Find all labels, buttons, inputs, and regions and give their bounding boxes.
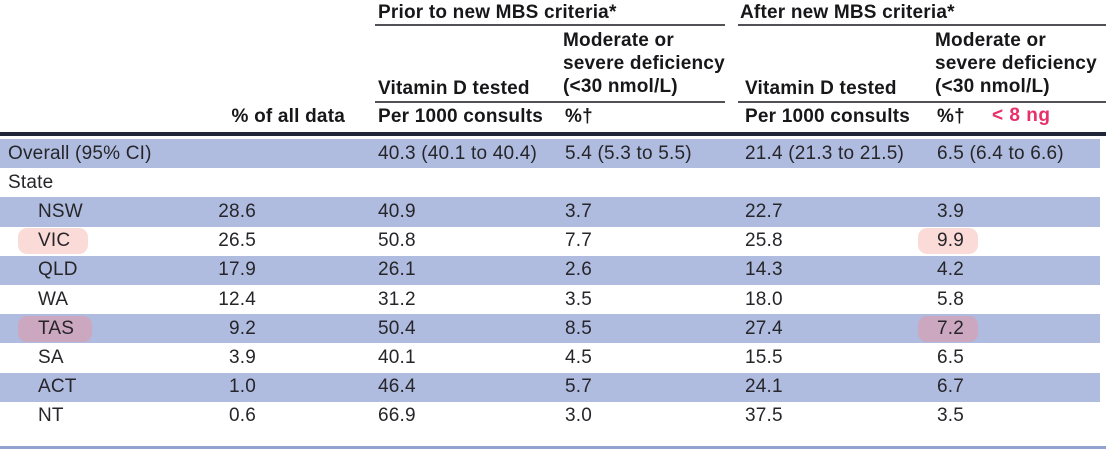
row-label-highlighted: TAS bbox=[18, 315, 93, 342]
header-per-1000-consults-after: Per 1000 consults bbox=[745, 106, 910, 127]
header-vitamin-d-tested-after: Vitamin D tested bbox=[745, 78, 897, 99]
table-row-nt: NT 0.6 66.9 3.0 37.5 3.5 bbox=[0, 402, 1109, 431]
cell-after-pct: 6.7 bbox=[937, 376, 965, 398]
cell-after-pct: 6.5 (6.4 to 6.6) bbox=[937, 142, 1064, 164]
header-deficiency-after-line2: severe deficiency bbox=[935, 53, 1097, 74]
table-row-nsw: NSW 28.6 40.9 3.7 22.7 3.9 bbox=[0, 197, 1109, 227]
header-deficiency-after-line1: Moderate or bbox=[935, 30, 1046, 51]
table-row-state-section: State bbox=[0, 168, 1109, 197]
cell-prior-pct: 5.4 (5.3 to 5.5) bbox=[565, 142, 692, 164]
cell-after-pct: 5.8 bbox=[937, 288, 965, 310]
header-vitamin-d-tested-prior: Vitamin D tested bbox=[378, 78, 530, 99]
header-pct-dagger-prior: %† bbox=[565, 106, 593, 127]
header-pct-dagger-after: %† bbox=[937, 106, 965, 127]
cell-pct-of-all-data: 1.0 bbox=[228, 376, 256, 398]
cell-after-rate: 21.4 (21.3 to 21.5) bbox=[745, 142, 905, 164]
cell-after-rate: 14.3 bbox=[745, 259, 783, 281]
row-label-highlighted: VIC bbox=[18, 228, 89, 255]
cell-prior-rate: 40.9 bbox=[378, 200, 416, 222]
cell-after-pct: 6.5 bbox=[937, 346, 965, 368]
cell-prior-pct: 4.5 bbox=[565, 346, 593, 368]
header-deficiency-prior-line1: Moderate or bbox=[563, 30, 674, 51]
table-row-sa: SA 3.9 40.1 4.5 15.5 6.5 bbox=[0, 343, 1109, 372]
table-body: Overall (95% CI) 40.3 (40.1 to 40.4) 5.4… bbox=[0, 139, 1109, 431]
header-deficiency-prior-line3: (<30 nmol/L) bbox=[563, 76, 678, 97]
cell-after-pct: 4.2 bbox=[937, 259, 965, 281]
table-row-tas: TAS 9.2 50.4 8.5 27.4 7.2 bbox=[0, 314, 1109, 344]
cell-prior-rate: 50.4 bbox=[378, 317, 416, 339]
cell-prior-rate: 26.1 bbox=[378, 259, 416, 281]
cell-prior-rate: 31.2 bbox=[378, 288, 416, 310]
cell-prior-pct: 5.7 bbox=[565, 376, 593, 398]
row-label: Overall (95% CI) bbox=[8, 142, 152, 164]
cell-after-pct: 3.5 bbox=[937, 405, 965, 427]
header-deficiency-after: Moderate or severe deficiency (<30 nmol/… bbox=[935, 29, 1109, 98]
cell-after-rate: 18.0 bbox=[745, 288, 783, 310]
table-row-overall: Overall (95% CI) 40.3 (40.1 to 40.4) 5.4… bbox=[0, 139, 1109, 169]
cell-after-rate: 24.1 bbox=[745, 376, 783, 398]
cell-after-rate: 15.5 bbox=[745, 346, 783, 368]
row-label: ACT bbox=[38, 376, 77, 398]
table-bottom-rule bbox=[0, 446, 1106, 449]
cell-prior-pct: 3.5 bbox=[565, 288, 593, 310]
rule-under-prior-title bbox=[375, 24, 725, 26]
cell-after-rate: 37.5 bbox=[745, 405, 783, 427]
table-row-vic: VIC 26.5 50.8 7.7 25.8 9.9 bbox=[0, 227, 1109, 256]
header-per-1000-consults-prior: Per 1000 consults bbox=[378, 106, 543, 127]
table-row-qld: QLD 17.9 26.1 2.6 14.3 4.2 bbox=[0, 255, 1109, 285]
cell-prior-pct: 8.5 bbox=[565, 317, 593, 339]
cell-pct-of-all-data: 26.5 bbox=[218, 230, 256, 252]
cell-prior-rate: 40.3 (40.1 to 40.4) bbox=[378, 142, 538, 164]
rule-under-after-title bbox=[738, 24, 1106, 26]
cell-pct-of-all-data: 0.6 bbox=[228, 405, 256, 427]
header-deficiency-after-line3: (<30 nmol/L) bbox=[935, 76, 1050, 97]
group-header-prior: Prior to new MBS criteria* bbox=[378, 2, 617, 23]
section-label: State bbox=[8, 171, 54, 193]
header-deficiency-prior-line2: severe deficiency bbox=[563, 53, 725, 74]
header-pct-of-all-data: % of all data bbox=[231, 106, 345, 127]
row-label: SA bbox=[38, 346, 64, 368]
cell-pct-of-all-data: 17.9 bbox=[218, 259, 256, 281]
cell-prior-pct: 2.6 bbox=[565, 259, 593, 281]
cell-pct-of-all-data: 12.4 bbox=[218, 288, 256, 310]
row-label: NSW bbox=[38, 200, 83, 222]
cell-prior-rate: 40.1 bbox=[378, 346, 416, 368]
cell-pct-of-all-data: 3.9 bbox=[228, 346, 256, 368]
header-body-separator-rule bbox=[0, 132, 1106, 136]
table-row-act: ACT 1.0 46.4 5.7 24.1 6.7 bbox=[0, 372, 1109, 402]
row-label: QLD bbox=[38, 259, 78, 281]
cell-prior-rate: 46.4 bbox=[378, 376, 416, 398]
handwritten-annotation-8ng: < 8 ng bbox=[992, 105, 1051, 126]
cell-after-pct-highlighted: 7.2 bbox=[918, 315, 979, 342]
cell-after-rate: 25.8 bbox=[745, 230, 783, 252]
rule-under-prior-subheaders bbox=[375, 101, 725, 103]
cell-after-rate: 27.4 bbox=[745, 317, 783, 339]
header-deficiency-prior: Moderate or severe deficiency (<30 nmol/… bbox=[563, 29, 753, 98]
group-header-after: After new MBS criteria* bbox=[740, 2, 955, 23]
cell-after-pct-highlighted: 9.9 bbox=[918, 228, 979, 255]
cell-pct-of-all-data: 9.2 bbox=[228, 317, 256, 339]
cell-after-pct: 3.9 bbox=[937, 200, 965, 222]
cell-after-rate: 22.7 bbox=[745, 200, 783, 222]
cell-prior-pct: 3.7 bbox=[565, 200, 593, 222]
cell-prior-rate: 66.9 bbox=[378, 405, 416, 427]
row-label: NT bbox=[38, 405, 64, 427]
row-label: WA bbox=[38, 288, 69, 310]
cell-prior-pct: 3.0 bbox=[565, 405, 593, 427]
rule-under-after-subheaders bbox=[738, 101, 1106, 103]
cell-prior-rate: 50.8 bbox=[378, 230, 416, 252]
cell-pct-of-all-data: 28.6 bbox=[218, 200, 256, 222]
table-row-wa: WA 12.4 31.2 3.5 18.0 5.8 bbox=[0, 285, 1109, 314]
cell-prior-pct: 7.7 bbox=[565, 230, 593, 252]
